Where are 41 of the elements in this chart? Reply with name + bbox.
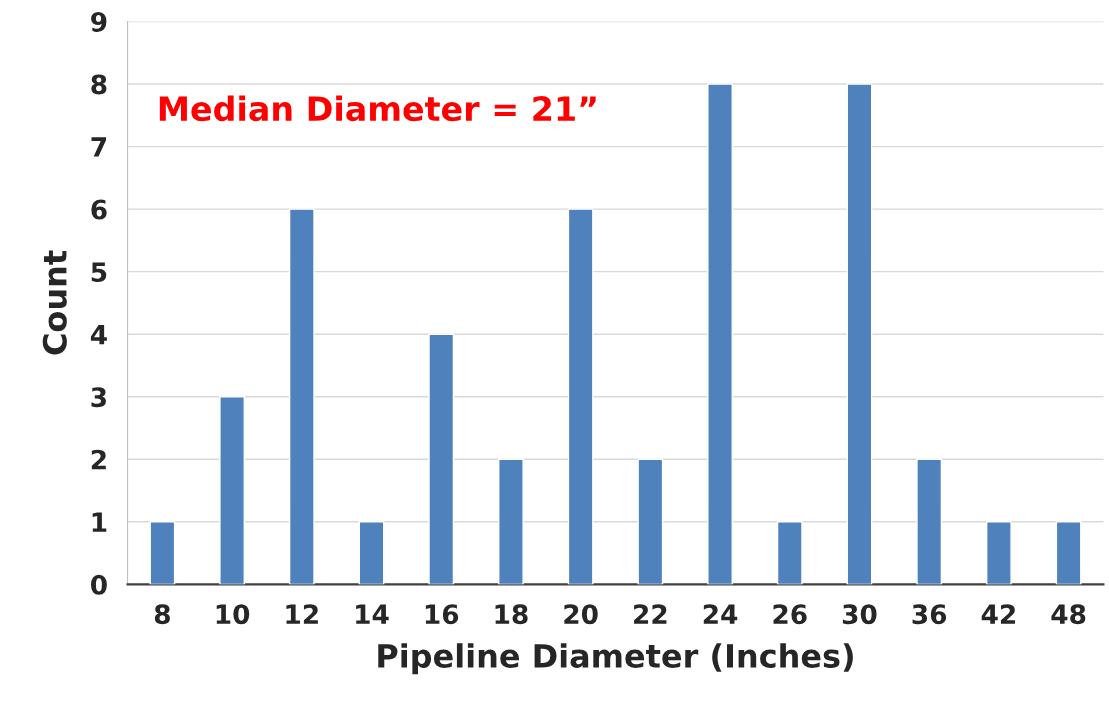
x-tick-label: 14 (356, 604, 389, 624)
x-tick-label: 20 (564, 604, 598, 625)
y-tick-label: 0 (90, 574, 107, 595)
x-tick-label: 16 (425, 604, 459, 625)
bar (776, 521, 803, 585)
x-tick-label: 24 (703, 604, 738, 624)
x-tick-label: 48 (1051, 604, 1086, 625)
x-tick-label: 10 (216, 604, 250, 625)
x-tick-label: 12 (286, 604, 318, 624)
y-tick-label: 3 (91, 387, 106, 408)
bar (149, 521, 176, 585)
bar (567, 208, 594, 585)
y-tick-label: 5 (91, 262, 107, 283)
x-tick-label: 26 (773, 604, 807, 625)
bar (219, 396, 245, 585)
bar (1055, 521, 1082, 585)
annotation: Median Diameter = 21” (159, 95, 596, 122)
y-tick-label: 4 (90, 324, 107, 345)
x-tick-label: 42 (981, 604, 1015, 624)
x-tick-label: 18 (495, 604, 528, 625)
x-tick-label: 8 (154, 604, 170, 625)
y-tick-label: 2 (91, 449, 106, 470)
bar (916, 458, 943, 585)
y-tick-label: 1 (92, 512, 107, 532)
bar (428, 333, 455, 585)
y-axis-title: Count (42, 250, 67, 355)
bar (288, 208, 315, 585)
x-tick-label: 22 (634, 604, 667, 624)
bar (846, 83, 873, 585)
bar (358, 521, 385, 585)
x-axis-title: Pipeline Diameter (Inches) (378, 643, 853, 675)
x-tick-label: 30 (842, 604, 877, 625)
y-tick-label: 7 (91, 137, 106, 157)
bar (985, 521, 1012, 585)
y-tick-label: 6 (91, 199, 107, 220)
y-tick-label: 8 (91, 74, 107, 95)
x-tick-label: 36 (912, 604, 947, 625)
bar (498, 458, 524, 585)
bar (637, 458, 664, 585)
y-tick-label: 9 (91, 11, 107, 32)
bar (707, 83, 733, 585)
